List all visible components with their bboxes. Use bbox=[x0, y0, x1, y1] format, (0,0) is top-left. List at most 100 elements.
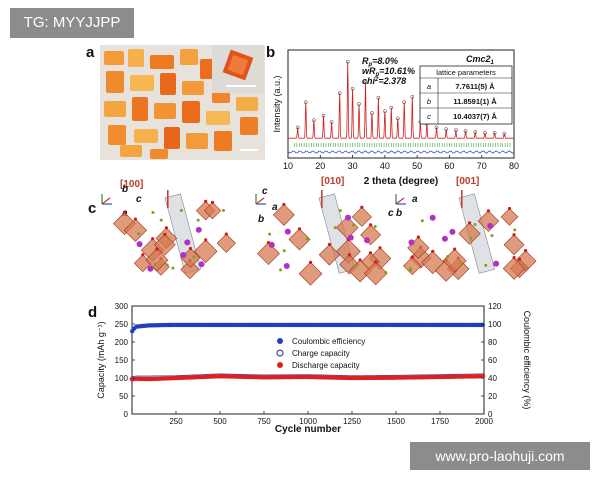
oxygen-atom bbox=[224, 232, 228, 236]
oxygen-atom bbox=[163, 232, 167, 237]
xrd-observed-point bbox=[395, 116, 400, 121]
cycle-x-label: Cycle number bbox=[275, 424, 341, 435]
cycling-performance-chart: 250 500 750 1000 1250 1500 1750 200005010015020… bbox=[96, 302, 532, 435]
view2-axis3: c bbox=[388, 208, 394, 219]
xrd-y-label: Intensity (a.u.) bbox=[272, 75, 282, 132]
minor-atom bbox=[469, 236, 473, 240]
oxygen-atom bbox=[308, 260, 313, 264]
octahedron bbox=[503, 234, 525, 256]
octahedron bbox=[180, 259, 200, 280]
lattice-b-axis: b bbox=[427, 97, 431, 106]
xrd-observed-point bbox=[295, 125, 300, 130]
cation-atom bbox=[198, 261, 205, 268]
xrd-observed-point bbox=[337, 91, 342, 96]
y2-tick-label: 20 bbox=[488, 392, 497, 401]
oxygen-atom bbox=[368, 251, 373, 255]
legend-marker-discharge bbox=[277, 362, 283, 368]
oxygen-atom bbox=[122, 210, 127, 215]
y-tick-label: 100 bbox=[115, 374, 129, 383]
minor-atom bbox=[179, 208, 183, 212]
view-direction-100: [100] bbox=[120, 179, 143, 190]
octahedron bbox=[273, 204, 295, 226]
oxygen-atom bbox=[517, 257, 522, 261]
x-tick-label: 1000 bbox=[299, 417, 317, 426]
minor-atom bbox=[354, 263, 358, 267]
xrd-plot-frame bbox=[287, 49, 515, 159]
xrd-x-tick-label: 30 bbox=[348, 161, 358, 171]
octahedron bbox=[403, 256, 422, 276]
x-tick-label: 750 bbox=[257, 417, 271, 426]
oxygen-atom bbox=[347, 253, 351, 257]
oxygen-atom bbox=[378, 246, 382, 250]
xrd-observed-point bbox=[329, 120, 334, 124]
cation-atom bbox=[449, 228, 456, 235]
xrd-observed-point bbox=[321, 113, 326, 118]
cation-atom bbox=[345, 214, 352, 221]
xrd-calculated-line bbox=[288, 61, 514, 139]
legend-label-discharge: Discharge capacity bbox=[292, 361, 360, 370]
octahedron bbox=[500, 208, 519, 226]
oxygen-atom bbox=[133, 217, 137, 221]
xrd-observed-point bbox=[357, 102, 361, 106]
panel-label-a: a bbox=[86, 44, 95, 61]
oxygen-atom bbox=[507, 206, 512, 211]
cation-atom bbox=[184, 239, 191, 246]
minor-atom bbox=[490, 234, 494, 238]
xrd-difference-line bbox=[287, 150, 515, 154]
cation-atom bbox=[347, 234, 354, 241]
minor-atom bbox=[151, 210, 155, 214]
xrd-observed-point bbox=[389, 105, 394, 110]
oxygen-atom bbox=[410, 255, 414, 259]
octahedron bbox=[288, 228, 311, 251]
xrd-observed-point bbox=[383, 109, 387, 114]
cation-atom bbox=[364, 237, 371, 244]
octahedron bbox=[502, 257, 526, 280]
view-direction-001: [001] bbox=[456, 176, 479, 187]
watermark-top-left: TG: MYYJJPP bbox=[10, 8, 134, 38]
legend-label-coulombic: Coulombic efficiency bbox=[292, 337, 365, 346]
minor-atom bbox=[484, 263, 488, 267]
xrd-observed-point bbox=[492, 130, 497, 135]
minor-atom bbox=[171, 266, 175, 270]
octahedron bbox=[477, 210, 500, 232]
xrd-observed-point bbox=[473, 130, 478, 134]
oxygen-atom bbox=[164, 226, 168, 230]
axis-triad bbox=[255, 194, 266, 205]
oxygen-atom bbox=[360, 205, 364, 209]
x-tick-label: 1750 bbox=[431, 417, 449, 426]
oxygen-atom bbox=[282, 202, 286, 207]
cation-atom bbox=[147, 265, 154, 272]
legend-marker-coulombic bbox=[277, 338, 283, 344]
octahedron bbox=[123, 218, 148, 242]
cation-atom bbox=[493, 260, 500, 267]
cycle-axes-layer: 250 500 750 1000 1250 1500 1750 200005010015020… bbox=[115, 302, 502, 426]
minor-atom bbox=[192, 255, 196, 259]
y2-tick-label: 0 bbox=[488, 410, 493, 419]
y-tick-label: 0 bbox=[124, 410, 129, 419]
y-tick-label: 200 bbox=[115, 338, 129, 347]
view2-axis2: b bbox=[396, 208, 402, 219]
x-tick-label: 250 bbox=[169, 417, 183, 426]
xrd-observed-point bbox=[402, 100, 407, 105]
xrd-observed-point bbox=[454, 128, 458, 132]
minor-atom bbox=[408, 268, 412, 272]
oxygen-atom bbox=[416, 235, 420, 239]
view-direction-010: [010] bbox=[321, 176, 344, 187]
minor-atom bbox=[333, 226, 337, 230]
cation-atom bbox=[487, 222, 494, 229]
oxygen-atom bbox=[524, 249, 528, 253]
cation-atom bbox=[268, 241, 275, 248]
oxygen-atom bbox=[155, 247, 159, 251]
octahedron bbox=[458, 222, 481, 245]
axis-triad bbox=[395, 194, 406, 205]
octahedron bbox=[216, 233, 236, 253]
lattice-a-axis: a bbox=[427, 82, 431, 91]
structure-view-100: [100] b c a bbox=[101, 179, 236, 280]
watermark-bottom-right: www.pro-laohuji.com bbox=[410, 442, 590, 470]
oxygen-atom bbox=[467, 221, 472, 225]
xrd-observed-point bbox=[311, 118, 316, 123]
y-tick-label: 150 bbox=[115, 356, 129, 365]
series-coulombic-efficiency bbox=[130, 322, 485, 334]
oxygen-atom bbox=[512, 256, 516, 260]
oxygen-atom bbox=[210, 200, 215, 204]
